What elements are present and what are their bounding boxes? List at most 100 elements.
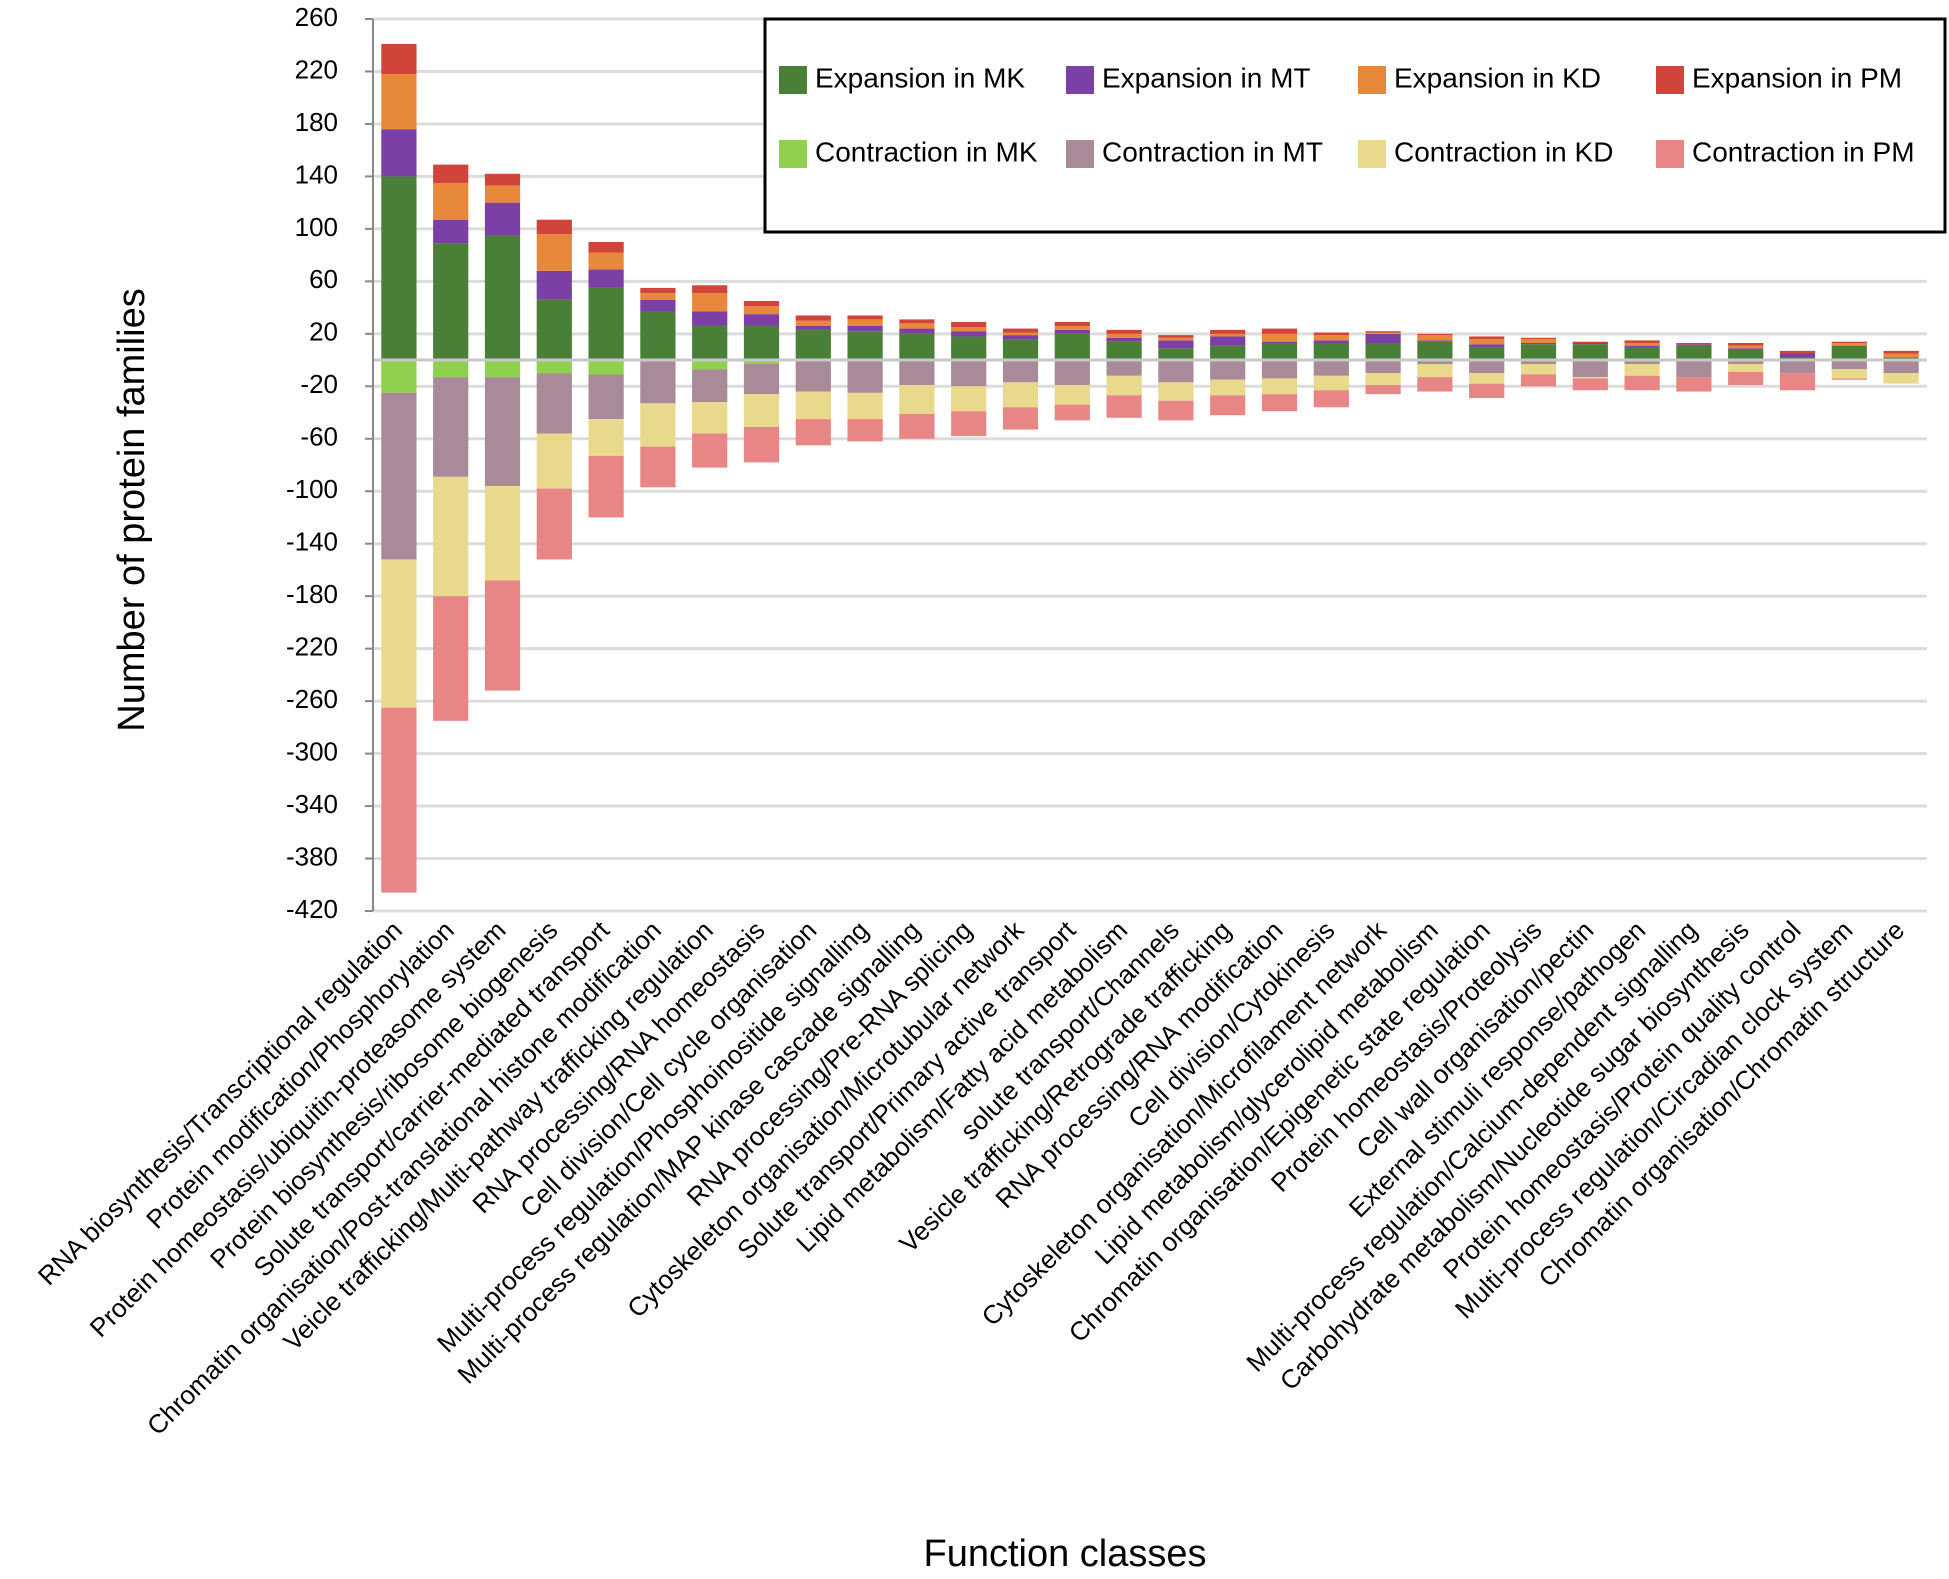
bar-segment [1365, 332, 1401, 334]
bar-segment [1831, 360, 1867, 370]
bar-segment [743, 301, 780, 307]
bar-segment [899, 319, 935, 324]
bar-segment [640, 360, 676, 404]
bar-segment [1210, 336, 1246, 346]
bar-segment [484, 235, 521, 361]
bar-segment [588, 419, 624, 456]
bar-segment [536, 373, 572, 434]
y-tick-label: -100 [286, 474, 338, 504]
bar-segment [536, 433, 572, 489]
bar-segment [1158, 360, 1194, 383]
bar-segment [1210, 345, 1246, 361]
bar-segment [381, 43, 417, 75]
bar-segment [743, 314, 780, 326]
bar-segment [484, 485, 521, 581]
bar-segment [1520, 363, 1557, 375]
legend-label: Contraction in MT [1102, 136, 1323, 167]
bar-segment [1469, 339, 1505, 345]
bar-segment [1261, 341, 1298, 344]
bar-segment [899, 323, 935, 329]
bar-segment [847, 392, 883, 420]
bar-segment [1624, 375, 1660, 391]
bar-segment [640, 446, 676, 488]
bar-segment [692, 311, 728, 326]
bar-segment [640, 287, 676, 294]
bar-segment [1728, 349, 1764, 361]
bar-segment [743, 306, 780, 315]
bar-segment [1365, 343, 1401, 361]
legend-label: Contraction in MK [815, 136, 1038, 167]
bar-segment [1106, 329, 1142, 334]
bar-segment [1779, 353, 1816, 358]
bar-segment [1210, 333, 1246, 337]
bar-segment [1106, 395, 1142, 418]
bar-segment [1728, 343, 1764, 346]
bar-segment [1313, 343, 1349, 361]
bar-segment [1158, 348, 1194, 361]
y-tick-label: -220 [286, 632, 338, 662]
y-tick-label: -260 [286, 684, 338, 714]
bar-segment [1831, 343, 1867, 346]
bar-segment [1728, 348, 1764, 350]
bar-segment [640, 299, 676, 312]
bar-segment [536, 234, 572, 271]
bar-segment [536, 299, 572, 361]
bar-segment [1417, 340, 1453, 342]
bar-segment [433, 182, 469, 220]
y-tick-label: 180 [295, 107, 338, 137]
bar-segment [1417, 341, 1453, 361]
bar-segment [536, 360, 572, 374]
bar-segment [484, 377, 521, 486]
bar-segment [847, 319, 883, 326]
bar-segment [692, 402, 728, 434]
legend-box [763, 17, 1947, 234]
bar-segment [1054, 325, 1090, 330]
bar-segment [1624, 360, 1660, 364]
bar-segment [433, 219, 469, 244]
legend-swatch [1656, 66, 1684, 94]
bar-segment [1313, 335, 1349, 341]
bar-segment [1417, 363, 1453, 378]
bar-segment [1106, 360, 1142, 376]
bar-segment [588, 242, 624, 253]
bar-segment [1261, 343, 1298, 361]
bar-segment [1728, 371, 1764, 385]
bar-segment [484, 360, 521, 378]
x-tick-label: Chromatin organisation/Post-translationa… [141, 915, 667, 1441]
bar-segment [1417, 333, 1453, 336]
bar-segment [847, 325, 883, 332]
bar-segment [899, 360, 935, 385]
legend-label: Expansion in MT [1102, 62, 1311, 93]
y-tick-label: 20 [309, 317, 338, 347]
bar-segment [1158, 340, 1194, 349]
y-tick-label: -420 [286, 894, 338, 924]
bar-segment [1779, 350, 1816, 354]
bar-segment [536, 270, 572, 300]
bar-segment [1261, 394, 1298, 412]
bar-segment [1520, 343, 1557, 345]
bar-segment [1520, 374, 1557, 387]
bar-segment [381, 392, 417, 560]
legend-swatch [1066, 140, 1094, 168]
bar-segment [743, 363, 780, 395]
bar-segment [1831, 378, 1867, 380]
bar-segment [1106, 375, 1142, 396]
bar-segment [1728, 360, 1764, 364]
bar-segment [1313, 340, 1349, 344]
legend-swatch [1358, 140, 1386, 168]
bar-segment [1572, 341, 1608, 344]
bar-segment [1365, 384, 1401, 395]
bar-segment [1417, 377, 1453, 392]
bar-segment [1520, 337, 1557, 340]
bar-segment [951, 411, 987, 437]
bar-segment [1417, 335, 1453, 341]
bar-segment [1365, 333, 1401, 344]
bar-segment [1002, 335, 1039, 340]
bar-segment [640, 293, 676, 300]
bar-segment [1572, 344, 1608, 361]
bar-segment [1002, 407, 1039, 430]
bar-segment [1779, 360, 1816, 374]
bar-segment [743, 394, 780, 427]
bar-segment [847, 315, 883, 320]
